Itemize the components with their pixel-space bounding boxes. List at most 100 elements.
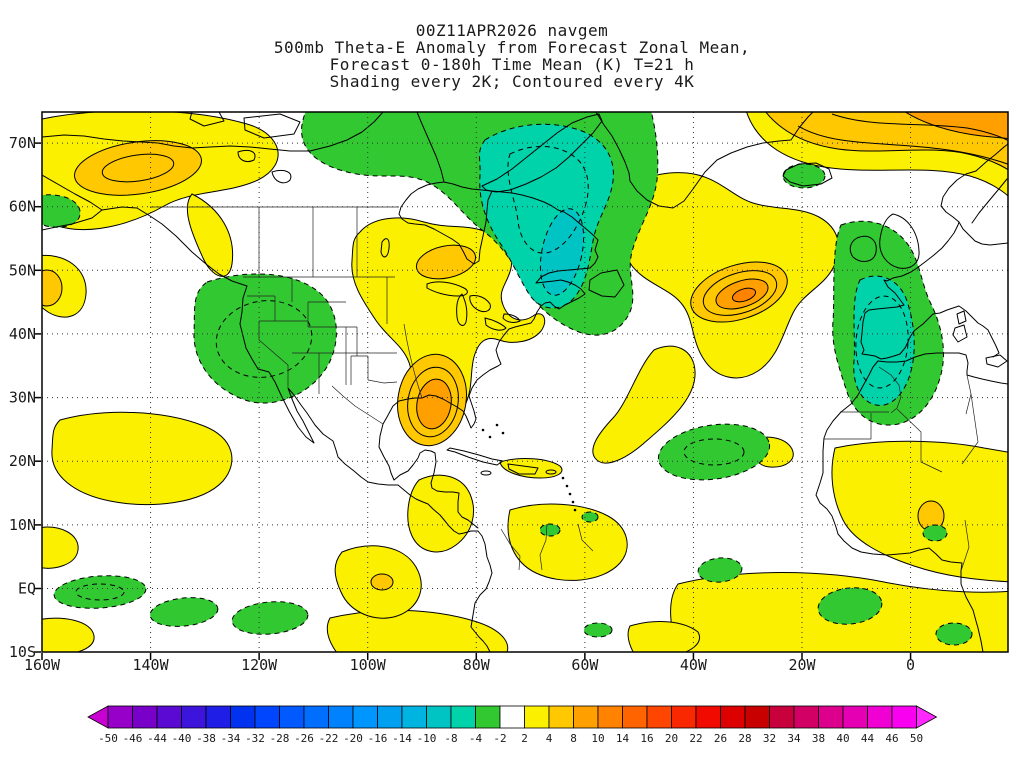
colorbar-tick-label: 14 bbox=[616, 732, 630, 745]
y-axis-label: 10S bbox=[9, 643, 36, 661]
island-newfoundland bbox=[588, 269, 625, 298]
colorbar-tick-label: 2 bbox=[521, 732, 528, 745]
colorbar-tick-label: -40 bbox=[172, 732, 192, 745]
lesser-antilles bbox=[561, 476, 577, 512]
island-banks bbox=[189, 112, 225, 127]
negative-anomaly-shading bbox=[42, 112, 973, 646]
colorbar-cell bbox=[769, 705, 795, 729]
x-axis-label: 60W bbox=[571, 656, 599, 674]
x-axis-label: 100W bbox=[350, 656, 387, 674]
colorbar-tick-label: 34 bbox=[787, 732, 801, 745]
colorbar-arrow-left bbox=[87, 705, 109, 729]
anomaly-core-strong bbox=[904, 112, 1008, 140]
x-axis-label: 0 bbox=[906, 656, 915, 674]
coastline-north-america-west bbox=[101, 206, 493, 652]
x-axis-label: 20W bbox=[788, 656, 816, 674]
coastline-central-america-caribbean bbox=[393, 449, 479, 529]
coastlines bbox=[42, 112, 1008, 652]
title-line-3: Forecast 0-180h Time Mean (K) T=21 h bbox=[329, 55, 695, 74]
colorbar-tick-label: 20 bbox=[665, 732, 678, 745]
colorbar-tick-label: -46 bbox=[123, 732, 143, 745]
colorbar-arrow-right bbox=[916, 705, 938, 729]
lake-michigan bbox=[456, 293, 468, 326]
x-axis-label: 140W bbox=[133, 656, 170, 674]
colorbar-tick-label: -34 bbox=[221, 732, 241, 745]
x-axis-labels: 160W 140W 120W 100W 80W 60W 40W 20W 0 bbox=[24, 656, 915, 674]
colorbar-cell bbox=[450, 705, 476, 729]
anomaly-region bbox=[231, 601, 309, 635]
contour bbox=[507, 145, 589, 254]
colorbar-cell bbox=[867, 705, 893, 729]
anomaly-region bbox=[581, 511, 599, 523]
colorbar-cell bbox=[744, 705, 770, 729]
anomaly-core-strong bbox=[539, 208, 585, 296]
colorbar-cell bbox=[377, 705, 403, 729]
colorbar-tick-label: 8 bbox=[570, 732, 577, 745]
x-axis-label: 120W bbox=[241, 656, 278, 674]
colorbar-cell bbox=[548, 705, 574, 729]
colorbar-tick-label: -16 bbox=[368, 732, 388, 745]
anomaly-core bbox=[853, 275, 915, 406]
colorbar-tick-label: -32 bbox=[245, 732, 265, 745]
colorbar-tick-label: 22 bbox=[689, 732, 702, 745]
colorbar-cell bbox=[524, 705, 550, 729]
colorbar-cell bbox=[499, 705, 525, 729]
coastline-alaska bbox=[42, 174, 103, 231]
colorbar-cell bbox=[475, 705, 501, 729]
anomaly-region bbox=[592, 345, 696, 464]
lakes bbox=[237, 149, 521, 331]
colorbar-tick-label: 50 bbox=[910, 732, 923, 745]
colorbar-cell bbox=[107, 705, 133, 729]
contour bbox=[831, 113, 1008, 141]
colorbar-tick-label: -44 bbox=[147, 732, 167, 745]
coastline-scandinavia bbox=[971, 178, 1008, 224]
contour bbox=[407, 366, 459, 438]
contour bbox=[101, 153, 175, 183]
colorbar-cell bbox=[622, 705, 648, 729]
anomaly-core bbox=[74, 140, 202, 196]
colorbar-cell bbox=[328, 705, 354, 729]
plot-frame bbox=[41, 111, 1009, 653]
colorbar-cell bbox=[205, 705, 231, 729]
anomaly-core bbox=[42, 269, 63, 307]
colorbar-cell bbox=[303, 705, 329, 729]
island-cuba bbox=[446, 447, 504, 466]
anomaly-region bbox=[42, 194, 81, 228]
island-sardinia bbox=[952, 324, 968, 343]
colorbar-cell bbox=[401, 705, 427, 729]
colorbar-tick-label: -4 bbox=[469, 732, 483, 745]
anomaly-region bbox=[53, 575, 147, 609]
anomaly-region bbox=[539, 523, 561, 537]
title-line-4: Shading every 2K; Contoured every 4K bbox=[329, 72, 695, 91]
colorbar-tick-label: 40 bbox=[836, 732, 849, 745]
lake-ontario bbox=[502, 313, 521, 323]
colorbar-tick-label: -10 bbox=[417, 732, 437, 745]
title-line-2: 500mb Theta-E Anomaly from Forecast Zona… bbox=[273, 38, 751, 57]
anomaly-region bbox=[583, 622, 613, 638]
colorbar-cell bbox=[695, 705, 721, 729]
colorbar-cell bbox=[352, 705, 378, 729]
coastline-africa-mediterranean bbox=[877, 352, 1008, 385]
anomaly-region bbox=[782, 163, 826, 189]
colorbar-cell bbox=[279, 705, 305, 729]
colorbar-tick-label: -28 bbox=[270, 732, 290, 745]
colorbar-cell bbox=[573, 705, 599, 729]
contour bbox=[702, 270, 778, 316]
colorbar-cell bbox=[254, 705, 280, 729]
anomaly-core-max bbox=[731, 287, 757, 303]
colorbar-cell bbox=[720, 705, 746, 729]
anomaly-region bbox=[149, 597, 219, 627]
colorbar-cell bbox=[156, 705, 182, 729]
lake-erie bbox=[484, 317, 507, 331]
anomaly-region bbox=[627, 621, 700, 652]
colorbar-cell bbox=[132, 705, 158, 729]
colorbar-tick-label: 26 bbox=[714, 732, 727, 745]
colorbar-cell bbox=[646, 705, 672, 729]
island-corsica bbox=[956, 310, 967, 325]
anomaly-region bbox=[326, 609, 509, 652]
lake-winnipeg bbox=[380, 238, 390, 258]
lake-great-bear bbox=[237, 149, 256, 163]
x-axis-label: 40W bbox=[680, 656, 708, 674]
colorbar-cell bbox=[671, 705, 697, 729]
